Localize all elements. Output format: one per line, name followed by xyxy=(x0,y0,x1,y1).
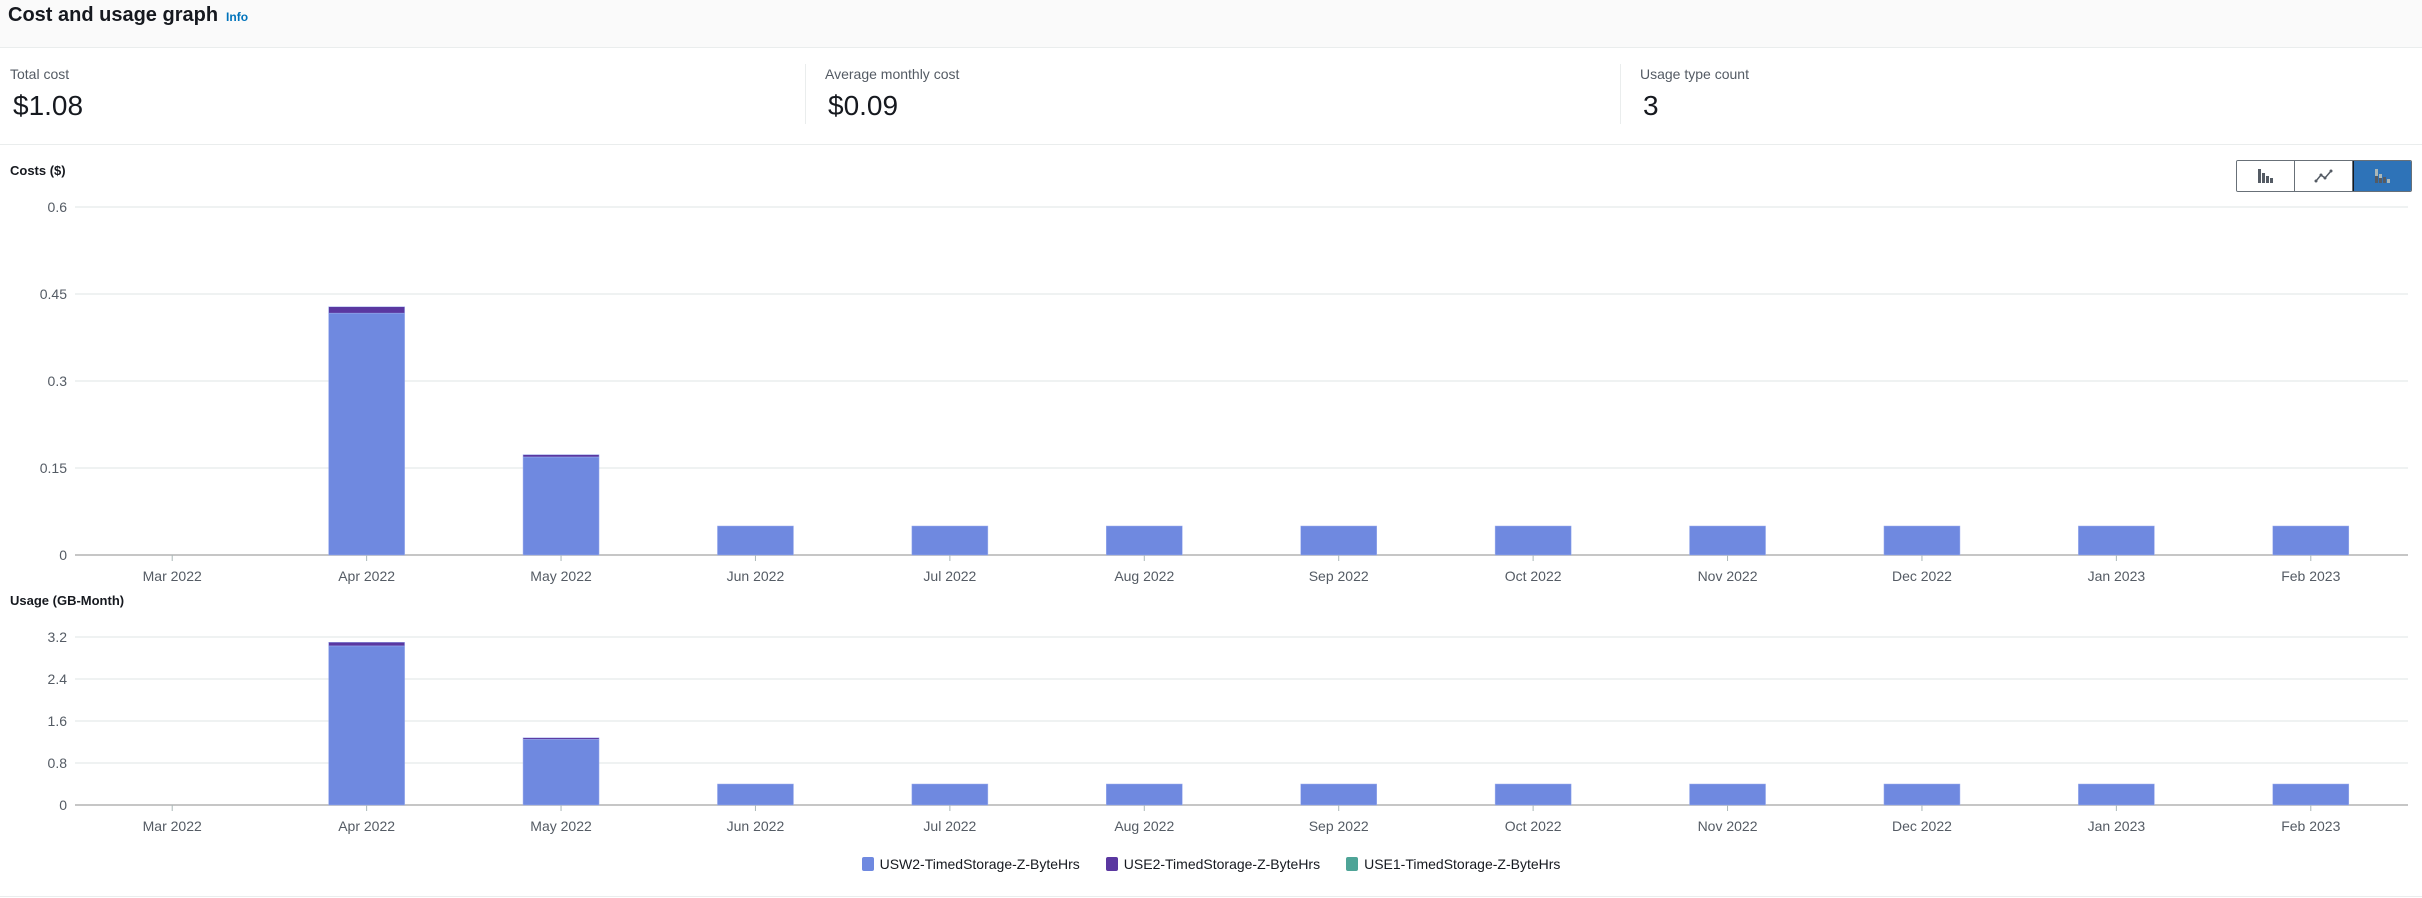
legend-label: USE2-TimedStorage-Z-ByteHrs xyxy=(1123,856,1321,872)
bottom-border xyxy=(0,896,2422,897)
legend-item-use1[interactable]: USE1-TimedStorage-Z-ByteHrs xyxy=(1346,856,1560,872)
divider xyxy=(1620,64,1621,124)
bar-segment xyxy=(1883,783,1961,806)
x-tick-label: Mar 2022 xyxy=(143,568,202,584)
metric-label: Average monthly cost xyxy=(825,66,960,82)
metric-value: $1.08 xyxy=(13,90,84,121)
bar-segment xyxy=(1300,783,1377,806)
x-tick-label: Jul 2022 xyxy=(923,568,976,584)
y-tick-label: 0 xyxy=(59,797,67,813)
x-tick-label: Jan 2023 xyxy=(2088,818,2146,834)
bar-segment xyxy=(1494,525,1572,556)
x-tick-label: Nov 2022 xyxy=(1698,818,1758,834)
x-tick-label: Mar 2022 xyxy=(143,818,202,834)
divider xyxy=(805,64,806,124)
bar-segment xyxy=(717,783,794,806)
panel-header: Cost and usage graph Info xyxy=(0,0,2422,48)
x-tick-label: Oct 2022 xyxy=(1505,818,1562,834)
usage-chart: 0 0.8 1.6 2.4 3.2 Mar 2022 Apr 2022 May 2022 Jun… xyxy=(48,629,2408,834)
usage-axis-title: Usage (GB-Month) xyxy=(10,593,125,608)
y-tick-label: 0.15 xyxy=(40,460,67,476)
bar-segment xyxy=(1494,783,1572,806)
x-tick-label: Jun 2022 xyxy=(727,818,785,834)
y-tick-label: 0 xyxy=(59,547,67,563)
chart-legend: USW2-TimedStorage-Z-ByteHrs USE2-TimedSt… xyxy=(0,856,2422,872)
bar-segment xyxy=(2078,525,2155,556)
bar-segment xyxy=(328,306,405,314)
legend-item-usw2[interactable]: USW2-TimedStorage-Z-ByteHrs xyxy=(861,856,1080,872)
title-text: Cost and usage graph xyxy=(8,4,219,26)
line-chart-icon xyxy=(2314,169,2332,183)
line-chart-button[interactable] xyxy=(2295,161,2353,191)
bar-segment xyxy=(328,312,405,556)
x-tick-label: Feb 2023 xyxy=(2281,818,2340,834)
bar-segment xyxy=(522,456,600,556)
y-tick-label: 0.8 xyxy=(48,755,68,771)
bar-segment xyxy=(1106,783,1183,806)
bar-segment xyxy=(1689,525,1766,556)
bar-segment xyxy=(2078,783,2155,806)
stacked-bar-chart-icon xyxy=(2374,169,2390,183)
bar-segment xyxy=(911,525,989,556)
x-tick-label: Jun 2022 xyxy=(727,568,785,584)
x-tick-label: Oct 2022 xyxy=(1505,568,1562,584)
bar-segment xyxy=(328,645,405,806)
x-tick-label: Dec 2022 xyxy=(1892,568,1952,584)
x-tick-label: May 2022 xyxy=(530,568,592,584)
bar-segment xyxy=(522,454,600,458)
y-tick-label: 0.45 xyxy=(40,286,67,302)
y-tick-label: 0.6 xyxy=(48,199,68,215)
legend-label: USW2-TimedStorage-Z-ByteHrs xyxy=(879,856,1080,872)
bar-segment xyxy=(1106,525,1183,556)
stacked-bar-chart-button[interactable] xyxy=(2353,161,2411,191)
x-tick-label: Sep 2022 xyxy=(1309,568,1369,584)
x-tick-label: Jul 2022 xyxy=(923,818,976,834)
chart-type-toggle[interactable] xyxy=(2236,160,2412,192)
bar-segment xyxy=(717,525,794,556)
x-tick-label: Aug 2022 xyxy=(1114,818,1174,834)
y-tick-label: 3.2 xyxy=(48,629,68,645)
bar-chart-button[interactable] xyxy=(2237,161,2295,191)
legend-label: USE1-TimedStorage-Z-ByteHrs xyxy=(1364,856,1561,872)
x-tick-label: Sep 2022 xyxy=(1309,818,1369,834)
bar-segment xyxy=(911,783,989,806)
metric-value: $0.09 xyxy=(828,90,899,121)
legend-swatch xyxy=(1346,857,1359,871)
metric-value: 3 xyxy=(1643,90,1659,121)
bar-segment xyxy=(2272,783,2350,806)
y-tick-label: 0.3 xyxy=(48,373,68,389)
info-link[interactable]: Info xyxy=(226,10,249,24)
bar-segment xyxy=(2272,525,2350,556)
metric-label: Total cost xyxy=(10,66,70,82)
x-tick-label: May 2022 xyxy=(530,818,592,834)
panel-title: Cost and usage graph Info xyxy=(8,4,248,27)
x-tick-label: Apr 2022 xyxy=(338,818,395,834)
x-tick-label: Dec 2022 xyxy=(1892,818,1952,834)
x-tick-label: Feb 2023 xyxy=(2281,568,2340,584)
bar-segment xyxy=(1689,783,1766,806)
x-tick-label: Jan 2023 xyxy=(2088,568,2146,584)
x-tick-label: Aug 2022 xyxy=(1114,568,1174,584)
costs-chart: 0 0.15 0.3 0.45 0.6 Mar 2022 Apr 2022 May 2022 J… xyxy=(40,199,2408,584)
x-tick-label: Nov 2022 xyxy=(1698,568,1758,584)
bar-chart-icon xyxy=(2257,169,2273,183)
legend-item-use2[interactable]: USE2-TimedStorage-Z-ByteHrs xyxy=(1105,856,1321,872)
bar-segment xyxy=(1883,525,1961,556)
bar-segment xyxy=(522,739,600,806)
metrics-row: Total cost $1.08 Average monthly cost $0… xyxy=(0,48,2422,145)
bar-segment xyxy=(1300,525,1377,556)
x-tick-label: Apr 2022 xyxy=(338,568,395,584)
metric-label: Usage type count xyxy=(1640,66,1749,82)
bar-segment xyxy=(328,642,405,647)
legend-swatch xyxy=(1105,857,1118,871)
bar-segment xyxy=(522,737,600,740)
y-tick-label: 1.6 xyxy=(48,713,68,729)
legend-swatch xyxy=(861,857,874,871)
costs-axis-title: Costs ($) xyxy=(10,163,66,178)
y-tick-label: 2.4 xyxy=(48,671,68,687)
